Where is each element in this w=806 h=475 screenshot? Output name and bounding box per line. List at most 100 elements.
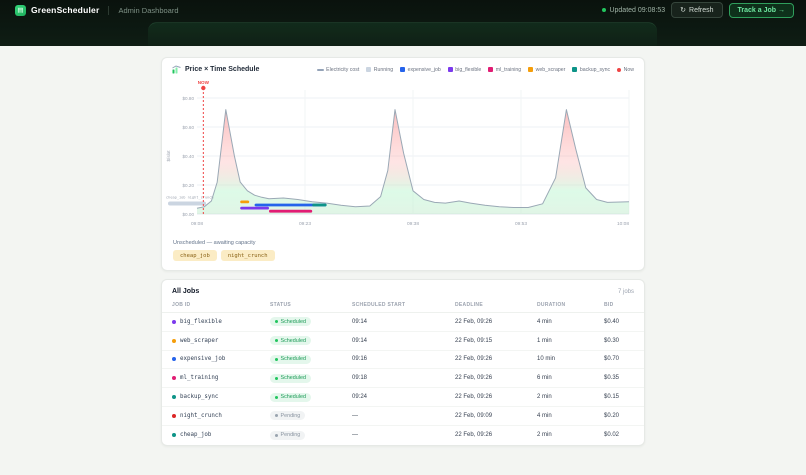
deadline-cell: 22 Feb, 09:26: [455, 432, 493, 439]
all-jobs-card: All Jobs 7 jobs JOB ID STATUS SCHEDULED ST…: [161, 279, 645, 446]
app-title: GreenScheduler: [31, 5, 100, 15]
status-text: Pending: [280, 432, 301, 439]
svg-text:10:08: 10:08: [617, 221, 629, 227]
electricity-cost-line: [196, 109, 630, 209]
chart-legend: Electricity cost Running expensive_job big_…: [316, 66, 634, 73]
legend-item-big-flexible[interactable]: big_flexible: [447, 66, 482, 73]
legend-swatch-icon: [572, 67, 578, 72]
app-logo-icon: ▤: [15, 4, 26, 16]
unscheduled-pills: cheap_job night_crunch: [162, 246, 644, 270]
refresh-button[interactable]: ↻ Refresh: [671, 2, 723, 18]
status-badge: Scheduled: [270, 373, 311, 383]
legend-item-now[interactable]: Now: [617, 67, 634, 73]
badge-dot-icon: [275, 433, 278, 437]
legend-label: web_scraper: [535, 66, 566, 73]
duration-cell: 2 min: [537, 394, 552, 401]
nav-right-group: Updated 09:08:53 ↻ Refresh Track a Job →: [602, 2, 794, 18]
legend-label: backup_sync: [579, 66, 611, 73]
column-header-bid: BID: [604, 302, 614, 308]
unscheduled-pill-cheap_job: cheap_job: [173, 250, 217, 261]
svg-text:$0.20: $0.20: [183, 183, 195, 188]
duration-cell: 1 min: [537, 337, 552, 344]
job-color-dot-icon: [172, 433, 176, 438]
job-id-text: expensive_job: [180, 356, 226, 363]
svg-text:$0.60: $0.60: [183, 125, 195, 130]
updated-status: Updated 09:08:53: [602, 7, 665, 14]
status-badge: Scheduled: [270, 392, 311, 402]
scheduled-start-cell: —: [352, 432, 358, 439]
duration-cell: 4 min: [537, 318, 552, 325]
table-row-night_crunch[interactable]: night_crunch Pending — 22 Feb, 09:09 4 min $0…: [162, 407, 644, 426]
legend-swatch-icon: [447, 67, 453, 72]
status-cell: Scheduled: [270, 354, 352, 364]
chart-card-title: Price × Time Schedule: [172, 65, 259, 74]
status-badge: Scheduled: [270, 354, 311, 364]
refresh-label: Refresh: [689, 6, 714, 14]
job-bar-big_flexible[interactable]: [240, 206, 269, 210]
deadline-cell: 22 Feb, 09:26: [455, 394, 493, 401]
table-row-cheap_job[interactable]: cheap_job Pending — 22 Feb, 09:26 2 min $0.02: [162, 426, 644, 445]
legend-label: Now: [623, 66, 634, 73]
unscheduled-pill-night_crunch: night_crunch: [220, 250, 275, 261]
status-cell: Scheduled: [270, 392, 352, 402]
main-content: Price × Time Schedule Electricity cost Ru…: [0, 46, 806, 446]
job-bar-web_scraper[interactable]: [240, 200, 250, 204]
chart-title-text: Price × Time Schedule: [185, 66, 260, 73]
column-header-deadline: DEADLINE: [455, 302, 483, 308]
legend-label: big_flexible: [455, 66, 482, 73]
job-bar-backup_sync[interactable]: [312, 203, 327, 207]
legend-item-electricity-cost[interactable]: Electricity cost: [316, 67, 359, 73]
track-a-job-button[interactable]: Track a Job →: [728, 2, 794, 18]
legend-label: ml_training: [495, 66, 522, 73]
scheduled-start-cell: 09:14: [352, 337, 368, 344]
status-badge: Pending: [270, 430, 306, 440]
price-time-schedule-card: Price × Time Schedule Electricity cost Ru…: [161, 57, 645, 271]
column-header-scheduled-start: SCHEDULED START: [352, 302, 406, 308]
chart-card-header: Price × Time Schedule Electricity cost Ru…: [162, 58, 644, 76]
jobs-card-header: All Jobs 7 jobs: [162, 280, 644, 300]
status-text: Pending: [280, 412, 301, 419]
legend-item-expensive-job[interactable]: expensive_job: [400, 67, 441, 73]
table-row-ml_training[interactable]: ml_training Scheduled 09:18 22 Feb, 09:26 6 …: [162, 369, 644, 389]
legend-swatch-icon: [528, 67, 534, 72]
legend-item-running[interactable]: Running: [366, 67, 393, 73]
bid-cell: $0.35: [604, 375, 620, 382]
column-header-status: STATUS: [270, 302, 292, 308]
table-row-big_flexible[interactable]: big_flexible Scheduled 09:14 22 Feb, 09:26 4…: [162, 313, 644, 332]
nav-item-admin-dashboard[interactable]: Admin Dashboard: [118, 5, 179, 15]
scheduled-start-cell: 09:24: [352, 394, 368, 401]
job-id-text: night_crunch: [180, 412, 222, 419]
bid-cell: $0.02: [604, 432, 620, 439]
table-row-web_scraper[interactable]: web_scraper Scheduled 09:14 22 Feb, 09:15 1 …: [162, 332, 644, 351]
badge-dot-icon: [275, 339, 278, 343]
duration-cell: 6 min: [537, 375, 552, 382]
job-bar-expensive_job[interactable]: [254, 203, 327, 207]
column-header-duration: DURATION: [537, 302, 566, 308]
jobs-count-badge: 7 jobs: [617, 288, 634, 295]
table-row-backup_sync[interactable]: backup_sync Scheduled 09:24 22 Feb, 09:26 2 …: [162, 388, 644, 407]
svg-text:$0.00: $0.00: [183, 212, 195, 217]
queued-jobs-bar: [168, 201, 206, 206]
status-text: Scheduled: [280, 394, 306, 401]
deadline-cell: 22 Feb, 09:15: [455, 337, 493, 344]
job-color-dot-icon: [172, 395, 176, 400]
scheduled-start-cell: —: [352, 412, 358, 419]
scheduled-start-cell: 09:14: [352, 318, 368, 325]
bid-cell: $0.70: [604, 356, 620, 363]
bid-cell: $0.30: [604, 337, 620, 344]
status-cell: Scheduled: [270, 373, 352, 383]
legend-label: expensive_job: [407, 66, 441, 73]
legend-swatch-icon: [316, 68, 324, 71]
job-id-text: big_flexible: [180, 318, 222, 325]
status-badge: Scheduled: [270, 317, 311, 327]
job-bar-ml_training[interactable]: [269, 209, 313, 213]
legend-item-web-scraper[interactable]: web_scraper: [528, 67, 565, 73]
scheduled-start-cell: 09:18: [352, 375, 368, 382]
legend-swatch-icon: [488, 67, 494, 72]
updated-label: Updated 09:08:53: [609, 6, 666, 14]
legend-item-backup-sync[interactable]: backup_sync: [572, 67, 610, 73]
status-text: Scheduled: [280, 318, 306, 325]
price-time-chart: $0.00 $0.20 $0.40 $0.60 $0.80 09:08 09:23 09:38…: [166, 80, 630, 227]
table-row-expensive_job[interactable]: expensive_job Scheduled 09:16 22 Feb, 09:26…: [162, 351, 644, 370]
legend-item-ml-training[interactable]: ml_training: [488, 67, 521, 73]
